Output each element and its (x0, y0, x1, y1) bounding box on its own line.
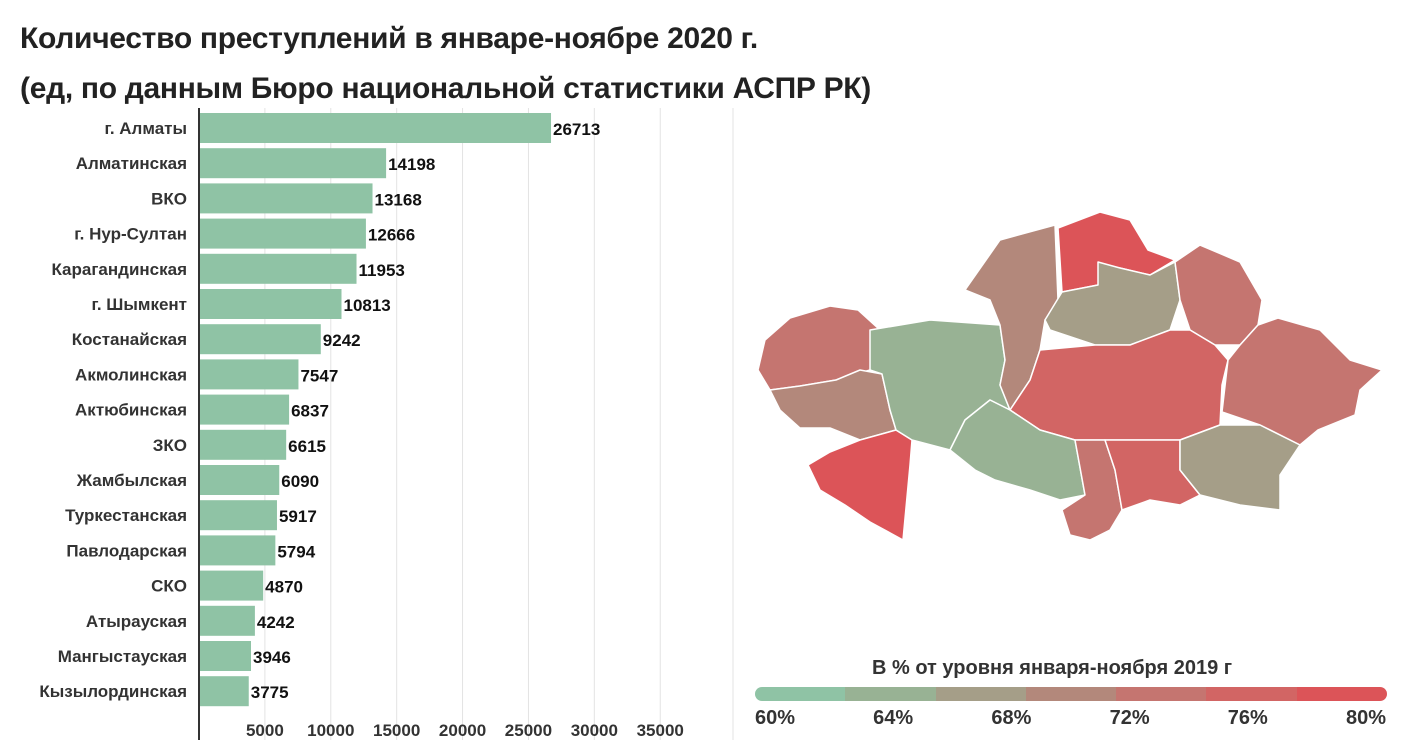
category-label-12: Павлодарская (66, 541, 187, 560)
value-label-15: 3946 (253, 648, 291, 667)
value-label-14: 4242 (257, 613, 295, 632)
legend-tick-label-4: 76% (1227, 707, 1268, 729)
bar-9 (199, 429, 287, 460)
map-region-karaganda (1009, 329, 1229, 441)
value-label-16: 3775 (251, 683, 289, 702)
x-tick-label-6: 35000 (637, 721, 684, 740)
category-label-2: ВКО (151, 189, 187, 208)
map-region-mangystau (807, 429, 913, 541)
legend-swatch-5 (1206, 687, 1297, 701)
category-label-13: СКО (151, 577, 187, 596)
bar-14 (199, 605, 255, 636)
legend-swatch-3 (1025, 687, 1117, 701)
category-label-1: Алматинская (76, 154, 187, 173)
category-label-14: Атырауская (86, 612, 187, 631)
category-label-11: Туркестанская (65, 506, 187, 525)
legend-tick-label-5: 80% (1345, 707, 1387, 729)
x-tick-label-2: 15000 (373, 721, 420, 740)
map-region-vko (1221, 317, 1383, 446)
legend-swatch-2 (935, 687, 1026, 701)
bar-4 (199, 253, 357, 284)
x-tick-label-5: 30000 (571, 721, 618, 740)
value-label-2: 13168 (375, 190, 422, 209)
bar-10 (199, 465, 280, 495)
bar-15 (199, 641, 252, 671)
x-tick-label-4: 25000 (505, 721, 552, 740)
category-label-5: г. Шымкент (91, 295, 187, 314)
legend-tick-label-1: 64% (873, 707, 914, 729)
title-line-1: Количество преступлений в январе-ноябре … (20, 22, 758, 55)
bar-5 (199, 289, 342, 319)
category-label-7: Акмолинская (75, 365, 187, 384)
map-region-almaty-oblast (1179, 424, 1301, 511)
bar-7 (199, 359, 299, 390)
bar-8 (199, 394, 290, 425)
value-label-13: 4870 (265, 578, 303, 597)
legend-swatch-0 (755, 687, 846, 701)
legend-tick-label-0: 60% (754, 707, 796, 729)
category-label-8: Актюбинская (75, 401, 187, 420)
category-label-0: г. Алматы (104, 119, 187, 138)
chart-title: Количество преступлений в январе-ноябре … (20, 14, 871, 114)
value-label-1: 14198 (388, 155, 435, 174)
bar-0 (199, 113, 552, 143)
bar-chart: 5000 10000 15000 20000 25000 30000 35000 г. Алм… (39, 108, 734, 740)
value-label-3: 12666 (368, 226, 415, 245)
category-label-15: Мангыстауская (58, 647, 187, 666)
category-label-10: Жамбылская (76, 471, 187, 490)
bar-3 (199, 218, 366, 249)
legend-swatch-1 (845, 687, 936, 701)
bar-12 (199, 535, 276, 566)
legend-tick-label-3: 72% (1109, 707, 1150, 729)
legend-swatch-4 (1116, 687, 1207, 701)
value-label-4: 11953 (359, 261, 405, 280)
value-label-8: 6837 (291, 402, 329, 421)
category-label-9: ЗКО (153, 436, 187, 455)
value-label-10: 6090 (281, 472, 319, 491)
value-label-11: 5917 (279, 507, 317, 526)
value-label-0: 26713 (553, 120, 600, 139)
value-label-6: 9242 (323, 331, 361, 350)
category-label-4: Карагандинская (51, 260, 187, 279)
value-label-7: 7547 (300, 366, 338, 385)
bar-11 (199, 500, 277, 531)
value-label-12: 5794 (277, 542, 315, 561)
value-label-9: 6615 (288, 437, 326, 456)
legend-tick-label-2: 68% (991, 707, 1032, 729)
bar-1 (199, 148, 387, 179)
bar-16 (199, 676, 249, 707)
x-tick-label-3: 20000 (439, 721, 486, 740)
bar-13 (199, 570, 264, 601)
bar-2 (199, 183, 373, 214)
category-label-16: Кызылординская (39, 682, 187, 701)
legend-title: В % от уровня января-ноября 2019 г (872, 657, 1233, 679)
category-label-6: Костанайская (72, 330, 187, 349)
x-tick-label-0: 5000 (246, 721, 284, 740)
legend-swatch-6 (1296, 687, 1387, 701)
value-label-5: 10813 (343, 296, 390, 315)
category-label-3: г. Нур-Султан (74, 225, 187, 244)
x-tick-label-1: 10000 (307, 721, 354, 740)
title-line-2: (ед, по данным Бюро национальной статист… (20, 72, 872, 105)
bar-6 (199, 324, 321, 355)
legend-color-scale (755, 687, 1387, 701)
